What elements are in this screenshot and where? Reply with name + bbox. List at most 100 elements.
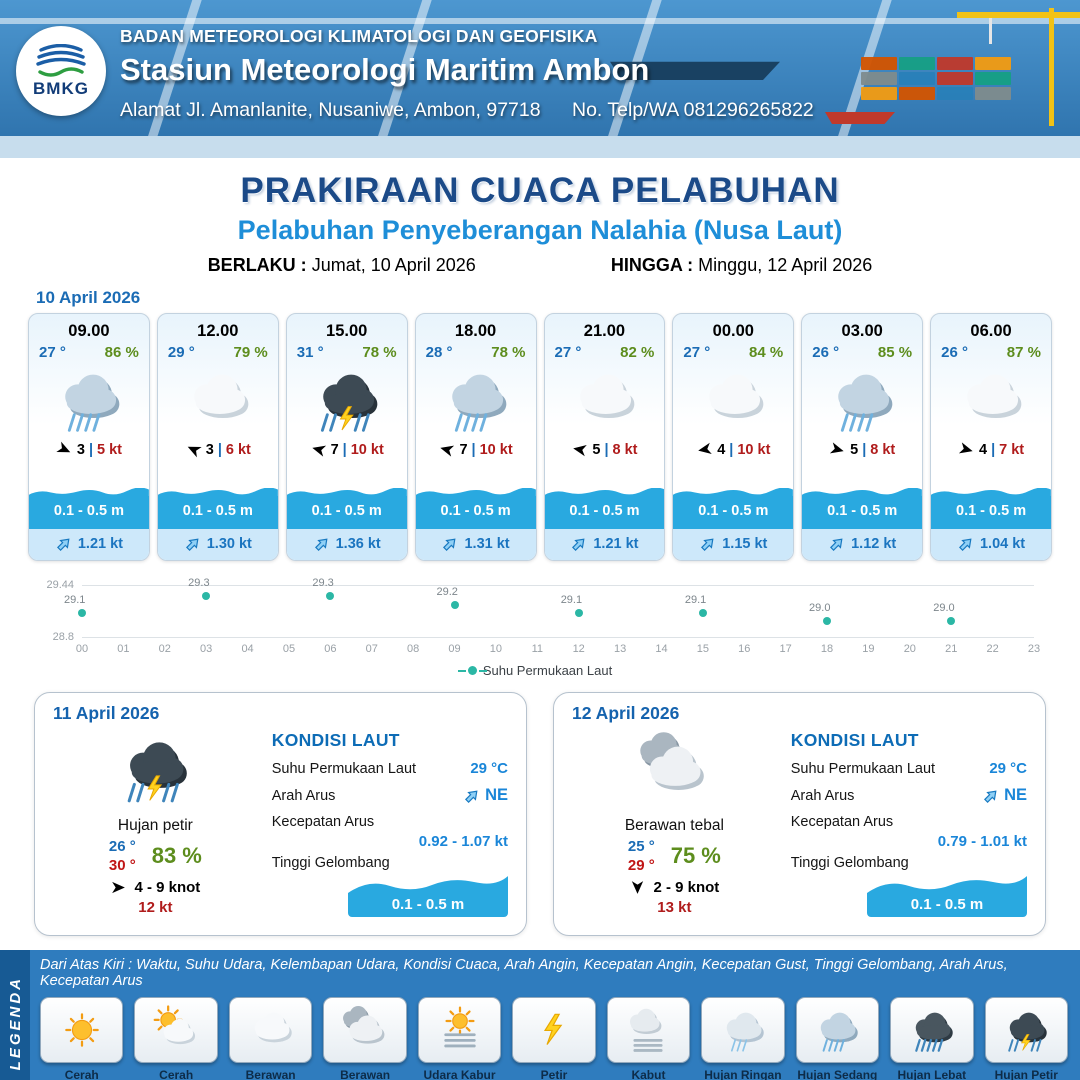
forecast-time: 15.00 [326, 322, 368, 340]
forecast-time: 03.00 [841, 322, 883, 340]
current-direction-icon [699, 535, 717, 553]
legend-item: Petir [512, 997, 596, 1080]
legend-label: Kabut [631, 1068, 666, 1080]
wind-gust-separator: | [991, 441, 996, 458]
legend-weather-icon [701, 997, 785, 1063]
forecast-time: 21.00 [583, 322, 626, 340]
station-name: Stasiun Meteorologi Maritim Ambon [120, 52, 650, 87]
small-boat-icon [825, 112, 895, 124]
current-direction-icon [313, 535, 331, 553]
gust-speed: 8 kt [870, 441, 896, 458]
current-speed-row: Kecepatan Arus 0.92 - 1.07 kt [272, 814, 508, 850]
humidity: 87 % [1006, 344, 1041, 361]
wave-height-band: 0.1 - 0.5 m [29, 488, 149, 529]
sst-value: 29 °C [989, 760, 1027, 777]
legend-weather-icon [890, 997, 974, 1063]
wind-direction-icon [629, 879, 646, 896]
legend-label: Cerah Berawan [159, 1068, 194, 1080]
wave-height-band: 0.1 - 0.5 m [286, 488, 407, 529]
wave-crest-icon [348, 876, 508, 917]
wind-gust-separator: | [471, 441, 476, 458]
hourly-forecast-card: 15.00 31 ° 78 % 7 | 10 kt 0.1 [285, 313, 408, 561]
current-speed: 1.12 kt [851, 536, 897, 552]
title-block: PRAKIRAAN CUACA PELABUHAN Pelabuhan Peny… [0, 158, 1080, 276]
legend-label: Hujan Lebat [897, 1068, 967, 1080]
current-direction-icon [441, 535, 459, 553]
hourly-forecast-card: 18.00 28 ° 78 % 7 | 10 kt 0.1 [414, 313, 537, 561]
daily-card-body: Berawan tebal 25 ° 29 ° 75 % 2 - 9 knot … [572, 726, 1027, 922]
sst-row: Suhu Permukaan Laut 29 °C [791, 760, 1027, 777]
bmkg-emblem-icon [36, 43, 86, 77]
sst-chart-section: 29.44 28.8 00 01 02 03 04 05 06 07 08 09 10 11 12 13 14 1… [0, 561, 1080, 678]
wave-height: 0.1 - 0.5 m [956, 503, 1027, 519]
weather-icon [435, 359, 517, 441]
legend-item: Berawan [228, 997, 313, 1080]
forecast-time: 09.00 [68, 322, 110, 340]
phone-text: No. Telp/WA 081296265822 [572, 99, 814, 121]
wind-speed: 4 [717, 441, 726, 458]
wave-height: 0.1 - 0.5 m [440, 503, 511, 519]
daily-temp-min: 26 ° [108, 838, 136, 855]
hourly-forecast-card: 06.00 26 ° 87 % 4 | 7 kt 0.1 - [930, 313, 1052, 561]
current-speed: 1.04 kt [979, 536, 1026, 552]
air-temperature: 26 ° [812, 344, 840, 361]
legend-note: Dari Atas Kiri : Waktu, Suhu Udara, Kele… [40, 957, 1008, 989]
daily-temp-max: 29 ° [627, 857, 655, 874]
legend-weather-icon [512, 997, 596, 1063]
forecast-date: 10 April 2026 [36, 288, 141, 307]
current-speed-label: Kecepatan Arus [790, 814, 894, 830]
wind-direction-icon [956, 439, 977, 460]
current-speed-row: Kecepatan Arus 0.79 - 1.01 kt [791, 814, 1027, 850]
valid-from-value: Jumat, 10 April 2026 [311, 255, 476, 275]
legend-footer: LEGENDA Dari Atas Kiri : Waktu, Suhu Uda… [0, 950, 1080, 1080]
gust-speed: 5 kt [97, 441, 122, 458]
temp-humidity-row: 27 ° 84 % [673, 341, 793, 361]
legend-vertical-band: LEGENDA [0, 950, 30, 1080]
weather-icon [692, 359, 774, 441]
address-text: Alamat Jl. Amanlanite, Nusaniwe, Ambon, … [120, 99, 541, 121]
wind-row: 4 | 7 kt [958, 441, 1024, 458]
legend-weather-icon [134, 997, 218, 1063]
wave-crest-icon [802, 488, 923, 497]
forecast-time: 18.00 [454, 322, 497, 340]
wave-crest-icon [157, 488, 278, 497]
current-direction-label: Arah Arus [271, 787, 336, 804]
wave-height-band: 0.1 - 0.5 m [802, 488, 923, 529]
current-direction-value: NE [463, 786, 508, 805]
wind-direction-icon [695, 440, 715, 460]
sea-condition-heading: KONDISI LAUT [790, 730, 919, 750]
legend-label: Hujan Petir [994, 1068, 1058, 1080]
bmkg-logo-text: BMKG [33, 78, 89, 98]
crane-icon [957, 8, 1080, 126]
current-row: 1.21 kt [544, 529, 665, 560]
sst-label: Suhu Permukaan Laut [271, 760, 417, 777]
temp-humidity-row: 29 ° 79 % [158, 341, 278, 361]
daily-humidity: 83 % [151, 843, 202, 868]
wind-row: 3 | 5 kt [56, 441, 122, 458]
wave-height-row: Tinggi Gelombang 0.1 - 0.5 m [272, 855, 508, 917]
temp-humidity-row: 26 ° 85 % [802, 341, 922, 361]
current-speed-value: 0.79 - 1.01 kt [937, 833, 1027, 850]
header-banner: BMKG BADAN METEOROLOGI KLIMATOLOGI DAN G… [0, 0, 1080, 158]
wave-height: 0.1 - 0.5 m [569, 503, 640, 519]
wind-row: 4 | 10 kt [696, 441, 770, 458]
forecast-time: 00.00 [712, 322, 754, 340]
chart-legend: Suhu Permukaan Laut [0, 663, 1080, 678]
humidity: 82 % [620, 344, 655, 361]
daily-weather-icon [626, 726, 722, 817]
wave-height: 0.1 - 0.5 m [311, 503, 382, 519]
valid-to-label: HINGGA : [610, 255, 694, 275]
hourly-forecast-card: 21.00 27 ° 82 % 5 | 8 kt 0.1 - [543, 313, 666, 561]
wave-crest-icon [931, 488, 1051, 497]
legend-weather-icon [40, 997, 124, 1063]
legend-item: Berawan Tebal [323, 997, 407, 1080]
humidity: 78 % [491, 344, 526, 361]
wave-crest-icon [29, 488, 149, 497]
air-temperature: 31 ° [296, 344, 324, 361]
daily-card-body: Hujan petir 26 ° 30 ° 83 % 4 - 9 knot 12… [53, 726, 508, 922]
current-speed-value: 0.92 - 1.07 kt [418, 833, 508, 850]
wind-row: 5 | 8 kt [571, 441, 638, 458]
temp-humidity-row: 26 ° 87 % [931, 341, 1051, 361]
daily-wind-row: 4 - 9 knot [110, 879, 200, 896]
wind-gust-separator: | [862, 441, 867, 458]
